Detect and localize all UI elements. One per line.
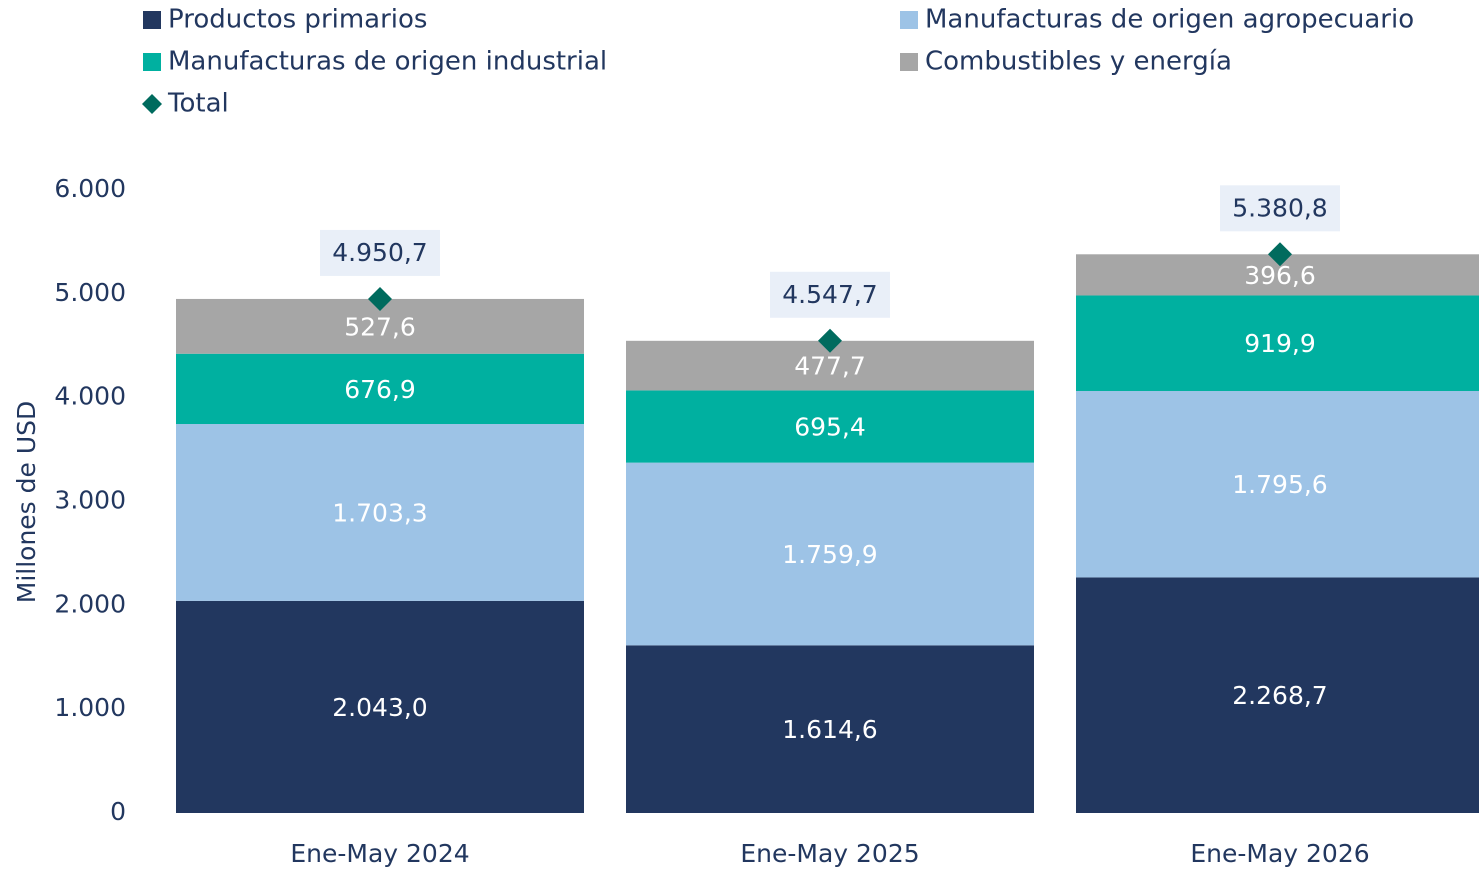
data-label: 695,4	[794, 413, 866, 442]
y-tick-label: 3.000	[54, 486, 126, 515]
legend-swatch	[143, 53, 161, 71]
bar-segment	[626, 390, 1034, 463]
x-tick-label: Ene-May 2026	[1190, 839, 1369, 868]
y-tick-label: 4.000	[54, 382, 126, 411]
total-label: 5.380,8	[1232, 193, 1327, 222]
data-label: 919,9	[1244, 329, 1316, 358]
x-tick-label: Ene-May 2024	[290, 839, 469, 868]
y-axis-label: Millones de USD	[12, 401, 41, 604]
legend-swatch	[143, 11, 161, 29]
bar-segment	[1076, 577, 1479, 813]
y-tick-label: 6.000	[54, 174, 126, 203]
y-tick-label: 5.000	[54, 278, 126, 307]
total-marker	[1268, 242, 1292, 267]
data-label: 2.268,7	[1232, 681, 1327, 710]
data-label: 1.703,3	[332, 498, 427, 527]
legend-swatch	[900, 53, 918, 71]
data-label: 1.759,9	[782, 540, 877, 569]
total-label-box	[320, 229, 440, 276]
data-label: 1.614,6	[782, 715, 877, 744]
y-tick-label: 1.000	[54, 693, 126, 722]
bar-segment	[176, 353, 584, 425]
bar-segment	[176, 424, 584, 601]
legend-label: Combustibles y energía	[925, 47, 1232, 77]
bar-segment	[1076, 390, 1479, 578]
total-label-box	[770, 271, 890, 318]
total-marker	[818, 328, 842, 353]
bar-segment	[626, 645, 1034, 813]
bar-segment	[176, 600, 584, 813]
legend-label: Productos primarios	[168, 5, 427, 35]
legend-label: Manufacturas de origen agropecuario	[925, 5, 1414, 35]
data-label: 1.795,6	[1232, 470, 1327, 499]
data-label: 2.043,0	[332, 693, 427, 722]
legend-label: Total	[167, 89, 229, 119]
y-tick-label: 2.000	[54, 589, 126, 618]
bar-segment	[626, 462, 1034, 646]
total-label: 4.547,7	[782, 280, 877, 309]
legend-swatch	[142, 94, 162, 114]
bar-segment	[1076, 295, 1479, 391]
y-tick-label: 0	[110, 797, 126, 826]
total-marker	[368, 286, 392, 311]
data-label: 477,7	[794, 352, 866, 381]
data-label: 527,6	[344, 312, 416, 341]
total-label: 4.950,7	[332, 238, 427, 267]
legend-label: Manufacturas de origen industrial	[168, 47, 607, 77]
data-label: 676,9	[344, 375, 416, 404]
legend-swatch	[900, 11, 918, 29]
x-tick-label: Ene-May 2025	[740, 839, 919, 868]
total-label-box	[1220, 185, 1340, 232]
